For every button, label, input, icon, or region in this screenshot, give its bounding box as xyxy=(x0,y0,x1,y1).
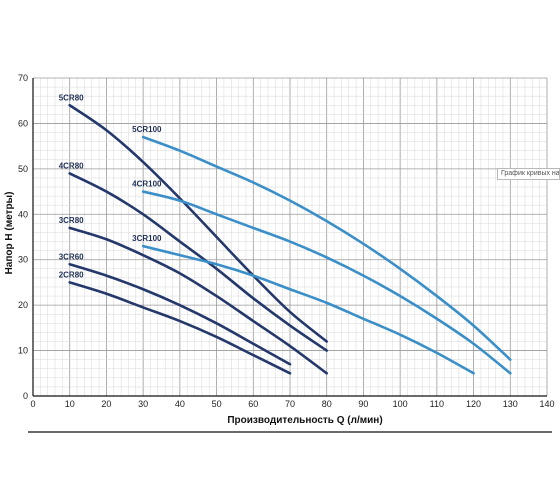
y-tick-label: 40 xyxy=(18,209,28,219)
y-tick-label: 0 xyxy=(23,391,28,401)
series-line-3cr60 xyxy=(68,262,292,366)
series-line-5cr80 xyxy=(68,103,329,343)
y-tick-label: 10 xyxy=(18,346,28,356)
x-tick-label: 100 xyxy=(393,399,408,409)
x-axis-title: Производительность Q (л/мин) xyxy=(227,415,382,426)
chart-series-labels: 5CR80 4CR80 3CR80 3CR60 2CR80 5CR100 4CR100 3CR… xyxy=(59,93,162,279)
x-tick-label: 10 xyxy=(65,399,75,409)
y-axis-title: Напор H (метры) xyxy=(4,192,15,275)
series-label-3cr80: 3CR80 xyxy=(59,216,84,225)
x-tick-label: 80 xyxy=(322,399,332,409)
chart-series xyxy=(68,103,512,375)
series-label-5cr80: 5CR80 xyxy=(59,93,84,102)
series-line-4cr100 xyxy=(141,190,512,375)
chart-axes xyxy=(32,78,547,397)
y-tick-label: 20 xyxy=(18,300,28,310)
x-tick-label: 60 xyxy=(248,399,258,409)
x-tick-label: 70 xyxy=(285,399,295,409)
x-tick-label: 90 xyxy=(358,399,368,409)
series-line-3cr100 xyxy=(141,244,475,375)
x-tick-label: 0 xyxy=(30,399,35,409)
y-tick-label: 50 xyxy=(18,164,28,174)
x-tick-label: 110 xyxy=(430,399,444,409)
x-tick-label: 120 xyxy=(466,399,481,409)
chart-tooltip: График кривых насосов xyxy=(497,168,560,180)
series-line-2cr80 xyxy=(68,281,292,375)
series-label-3cr60: 3CR60 xyxy=(59,252,84,261)
x-tick-label: 140 xyxy=(539,399,554,409)
series-line-5cr100 xyxy=(141,135,512,361)
series-label-5cr100: 5CR100 xyxy=(132,125,162,134)
y-tick-label: 60 xyxy=(18,118,28,128)
series-line-4cr80 xyxy=(68,172,329,352)
series-label-4cr100: 4CR100 xyxy=(132,180,162,189)
series-label-2cr80: 2CR80 xyxy=(59,270,84,279)
x-tick-label: 40 xyxy=(175,399,185,409)
x-tick-label: 130 xyxy=(503,399,518,409)
y-tick-label: 30 xyxy=(18,255,28,265)
x-tick-label: 30 xyxy=(138,399,148,409)
chart-grid xyxy=(32,77,548,397)
series-line-3cr80 xyxy=(68,226,329,375)
y-tick-label: 70 xyxy=(18,73,28,83)
x-tick-label: 50 xyxy=(212,399,222,409)
series-label-4cr80: 4CR80 xyxy=(59,161,84,170)
chart-tick-labels: 0 10 20 30 40 50 60 70 80 90 100 110 120 130 140 0 10 20 3… xyxy=(18,73,555,409)
x-tick-label: 20 xyxy=(101,399,111,409)
series-label-3cr100: 3CR100 xyxy=(132,234,162,243)
